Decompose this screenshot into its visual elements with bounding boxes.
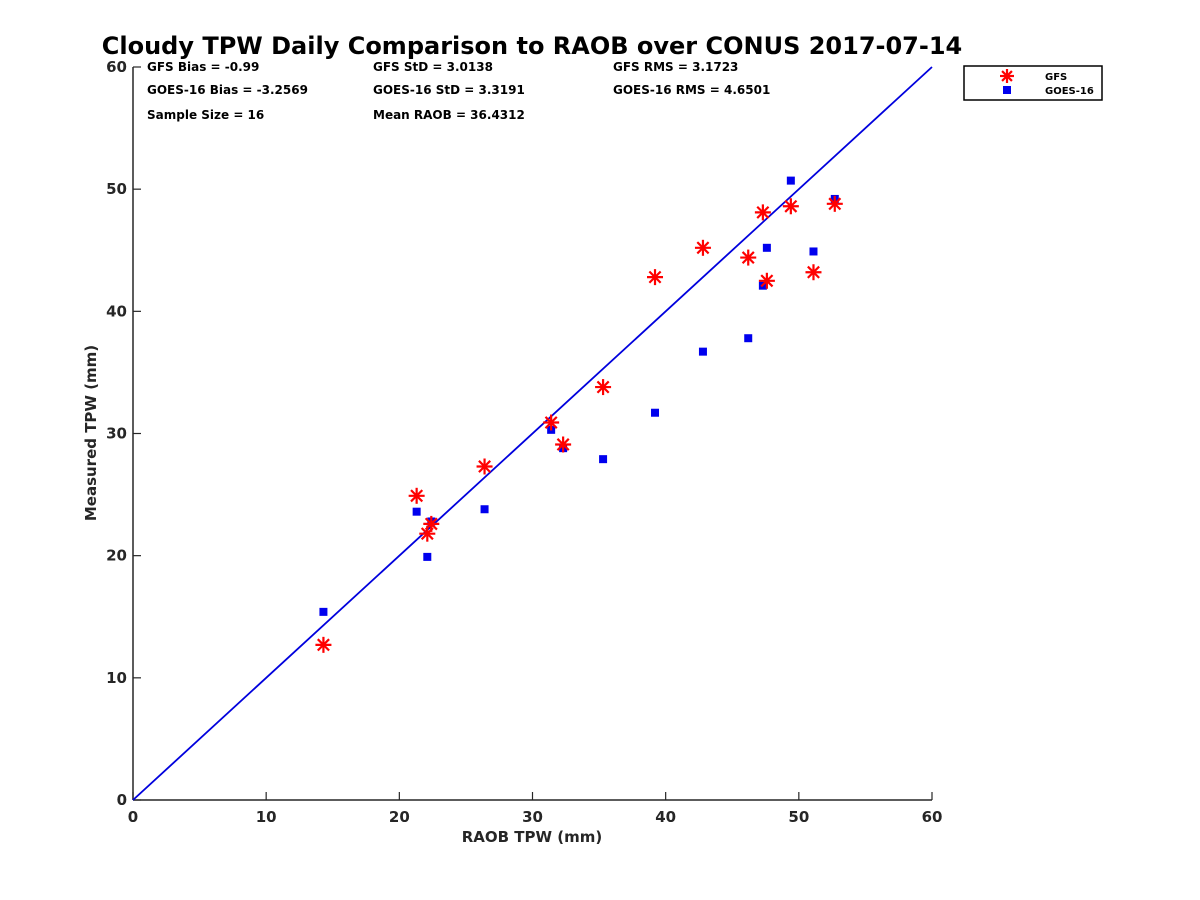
stat-text: GFS RMS = 3.1723	[613, 60, 738, 74]
y-tick-label: 10	[106, 669, 127, 687]
gfs-point	[694, 239, 711, 256]
legend-gfs-label: GFS	[1045, 72, 1067, 83]
gfs-point	[555, 436, 572, 453]
gfs-point	[782, 198, 799, 215]
legend-goes-16-marker	[1003, 86, 1011, 94]
y-tick-label: 40	[106, 302, 127, 320]
stat-text: GOES-16 StD = 3.3191	[373, 83, 525, 97]
gfs-point	[423, 515, 440, 532]
stat-text: GOES-16 Bias = -3.2569	[147, 83, 308, 97]
legend-box	[963, 65, 1103, 101]
stat-text: GFS Bias = -0.99	[147, 60, 259, 74]
x-tick-label: 50	[788, 808, 809, 826]
x-axis-label: RAOB TPW (mm)	[462, 828, 603, 846]
gfs-point	[647, 269, 664, 286]
goes-16-point	[319, 607, 328, 616]
gfs-point	[758, 272, 775, 289]
reference-line-group	[132, 66, 933, 801]
stat-text: GOES-16 RMS = 4.6501	[613, 83, 770, 97]
x-tick-label: 30	[522, 808, 543, 826]
goes-16-point	[423, 552, 432, 561]
gfs-point	[826, 195, 843, 212]
x-tick-label: 10	[256, 808, 277, 826]
legend-gfs-marker	[1000, 69, 1014, 83]
goes-16-point	[809, 247, 818, 256]
goes-16-point	[651, 408, 660, 417]
stat-text: Mean RAOB = 36.4312	[373, 108, 525, 122]
goes-16-point	[480, 505, 489, 514]
x-tick-label: 0	[128, 808, 138, 826]
reference-line	[132, 66, 933, 801]
goes-16-point	[762, 243, 771, 252]
goes-16-point	[599, 455, 608, 464]
y-axis-label: Measured TPW (mm)	[82, 345, 100, 521]
legend-goes-16-label: GOES-16	[1045, 86, 1094, 97]
axes: 0 10 20 30 40 50 60 0 10 20 30 40 50 60	[106, 58, 942, 826]
stat-text: GFS StD = 3.0138	[373, 60, 493, 74]
goes-16-point	[744, 334, 753, 343]
x-tick-label: 20	[389, 808, 410, 826]
gfs-point	[805, 264, 822, 281]
x-tick-label: 40	[655, 808, 676, 826]
stat-text: Sample Size = 16	[147, 108, 264, 122]
y-tick-label: 20	[106, 547, 127, 565]
gfs-point	[740, 249, 757, 266]
chart-title: Cloudy TPW Daily Comparison to RAOB over…	[102, 32, 962, 60]
gfs-point	[595, 379, 612, 396]
goes-16-point	[698, 347, 707, 356]
data-marks	[315, 176, 843, 653]
gfs-point	[315, 636, 332, 653]
y-tick-label: 60	[106, 58, 127, 76]
stats-annotations: GFS Bias = -0.99 GFS StD = 3.0138 GFS RMS …	[147, 60, 770, 122]
y-tick-label: 30	[106, 425, 127, 443]
y-tick-label: 50	[106, 180, 127, 198]
gfs-point	[408, 487, 425, 504]
y-tick-label: 0	[117, 791, 127, 809]
x-tick-label: 60	[922, 808, 943, 826]
gfs-point	[754, 204, 771, 221]
legend: GFS GOES-16	[963, 65, 1103, 101]
goes-16-point	[786, 176, 795, 185]
gfs-point	[476, 458, 493, 475]
gfs-point	[543, 414, 560, 431]
goes-16-point	[412, 507, 421, 516]
